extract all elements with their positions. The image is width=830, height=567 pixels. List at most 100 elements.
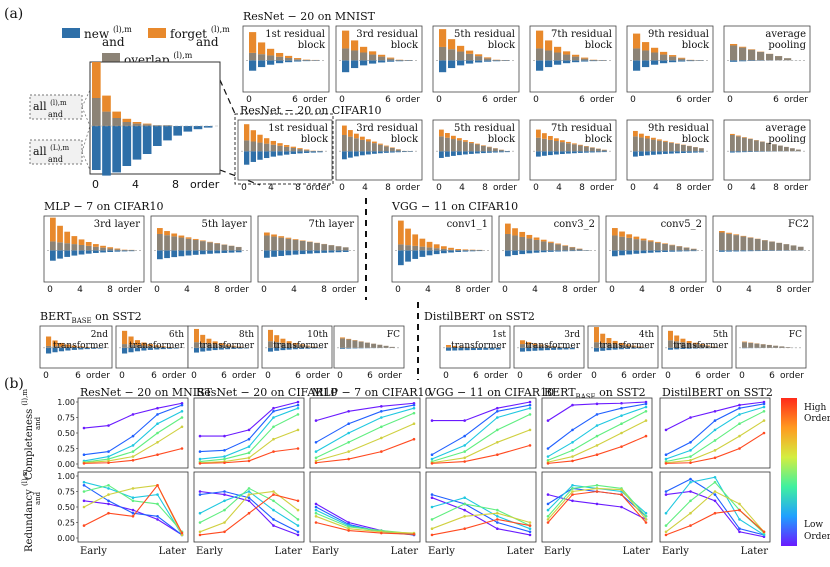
- group-5-chart-0-bar-new: [477, 347, 483, 350]
- group-0-chart-4-bar-forget: [633, 33, 641, 49]
- group-1-chart-2-bar-forget: [457, 138, 462, 141]
- example-bar-overlap: [122, 122, 132, 126]
- series-point: [689, 455, 692, 458]
- series-point: [644, 400, 648, 404]
- group-3-chart-1-bar-new: [540, 250, 547, 253]
- group-2-chart-2-bar-new: [328, 250, 335, 253]
- group-0-chart-3-bar-overlap: [581, 58, 589, 61]
- group-5-chart-2-bar-overlap: [600, 342, 606, 348]
- group-1-chart-1-bar-overlap: [342, 135, 347, 152]
- series-point: [314, 515, 318, 518]
- group-3-chart-3-bar-forget: [719, 231, 725, 233]
- group-1-chart-5-bar-new: [748, 151, 753, 152]
- group-1-chart-1-bar-new: [354, 151, 359, 157]
- group-2-chart-0-bar-forget: [64, 231, 71, 244]
- series-point: [463, 450, 466, 453]
- example-bar-new: [183, 126, 193, 132]
- group-0-chart-4-bar-new: [651, 60, 659, 65]
- legend-new-label: new: [84, 27, 110, 41]
- group-4-chart-3-bar-new: [311, 347, 317, 349]
- group-1-chart-3-bar-forget: [572, 143, 577, 145]
- group-3-chart-2-tick: 4: [639, 285, 645, 295]
- series-point: [223, 493, 226, 496]
- series-point: [463, 444, 466, 447]
- group-1-chart-3-bar-new: [602, 151, 607, 153]
- group-0-chart-3-bar-forget: [563, 51, 571, 55]
- example-bar-forget: [102, 95, 111, 112]
- line-chart-completeness-5: [659, 397, 771, 469]
- group-0-chart-3-bar-overlap: [536, 48, 544, 61]
- group-3-chart-2-bar-new: [655, 250, 661, 253]
- group-1-chart-4-bar-new: [633, 151, 638, 157]
- series-point: [689, 458, 692, 462]
- group-3-chart-3-bar-overlap: [797, 246, 804, 251]
- group-0-chart-2-bar-new: [457, 60, 465, 66]
- group-0-chart-3-bar-overlap: [545, 50, 553, 61]
- group-5-chart-1-bar-new: [526, 347, 532, 352]
- group-3-chart-0-bar-forget: [455, 249, 462, 251]
- chart-frame: [541, 397, 653, 469]
- series-point: [713, 439, 717, 442]
- group-0-chart-0-bar-overlap: [285, 57, 293, 61]
- series-point: [595, 502, 599, 506]
- series-point: [571, 428, 574, 432]
- group-0-chart-0-bar-forget: [285, 55, 293, 58]
- group-0-chart-1-tick: 0: [339, 95, 345, 105]
- series-point: [156, 502, 159, 506]
- group-5-chart-3-xlabel: order: [706, 371, 730, 381]
- group-4-chart-3-tick: 6: [295, 371, 301, 381]
- pb-title-text: ResNet − 20 on MNIST: [80, 386, 213, 399]
- group-0-chart-4-bar-forget: [678, 57, 686, 59]
- group-1-chart-2-bar-overlap: [451, 139, 456, 152]
- pb-title-sub: BASE: [576, 393, 596, 401]
- group-1-chart-2-bar-new: [451, 151, 456, 156]
- group-1-chart-4-bar-overlap: [651, 139, 656, 152]
- group-2-chart-0-bar-new: [57, 250, 63, 259]
- group-4-chart-1-bar-new: [147, 347, 153, 350]
- group-5-chart-3-bar-overlap: [692, 344, 698, 348]
- group-4-chart-0-bar-forget: [78, 346, 84, 348]
- example-chart: 0 4 8 order: [89, 61, 221, 191]
- series-point: [762, 535, 766, 539]
- group-4-chart-0-bar-overlap: [46, 345, 52, 348]
- group-1-chart-2-bar-new: [487, 151, 492, 153]
- group-1-chart-5-label: pooling: [768, 134, 806, 145]
- group-0-chart-0-bar-forget: [258, 42, 266, 55]
- group-1-chart-4-label: block: [682, 134, 710, 145]
- group-0-chart-4-bar-new: [669, 60, 677, 63]
- series-point: [247, 459, 251, 463]
- series-point: [82, 453, 86, 457]
- series-point: [380, 436, 383, 440]
- group-4-chart-0-bar-forget: [71, 345, 77, 347]
- group-5-chart-1-bar-forget: [532, 343, 538, 346]
- series-point: [107, 424, 110, 427]
- example-bar-forget: [112, 111, 121, 118]
- group-0-chart-1-label: block: [391, 40, 419, 51]
- series-point: [762, 410, 766, 413]
- group-1-chart-5-bar-overlap: [742, 137, 747, 152]
- group-2-chart-1-bar-overlap: [185, 238, 192, 251]
- series-point: [380, 410, 383, 413]
- group-5-chart-1-bar-overlap: [544, 345, 550, 348]
- group-2-chart-1-tick: 4: [184, 285, 190, 295]
- group-4-chart-0-bar-overlap: [58, 346, 65, 348]
- group-0-chart-0-bar-overlap: [267, 55, 275, 61]
- group-title-text: MLP − 7 on CIFAR10: [44, 200, 164, 213]
- series-point: [180, 401, 184, 405]
- series-point: [689, 461, 692, 465]
- group-5-chart-2-bar-forget: [625, 344, 631, 346]
- group-3-chart-2-bar-forget: [619, 231, 625, 237]
- group-5-chart-2-tick: 6: [621, 371, 627, 381]
- group-0-chart-4-bar-overlap: [651, 52, 659, 61]
- series-line: [431, 407, 531, 460]
- group-3-chart-0-bar-new: [419, 250, 426, 257]
- series-point: [430, 518, 434, 521]
- series-point: [380, 531, 383, 535]
- group-5-chart-2-bar-forget: [631, 345, 637, 347]
- group-3-chart-1-bar-new: [526, 250, 533, 254]
- chart-frame: [425, 397, 537, 469]
- group-3-chart-0-bar-forget: [398, 220, 404, 245]
- series-point: [131, 413, 135, 416]
